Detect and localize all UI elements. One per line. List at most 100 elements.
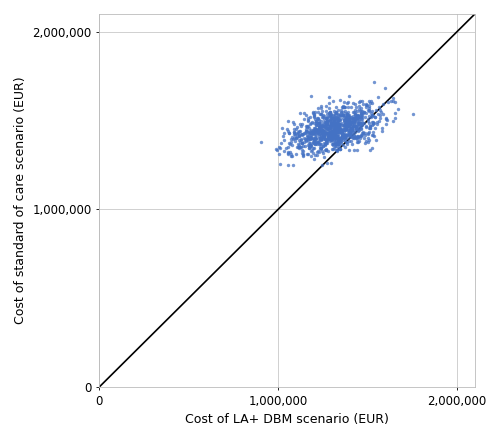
Point xyxy=(326,138,334,145)
Point xyxy=(294,143,302,150)
Point xyxy=(352,114,360,121)
Point xyxy=(352,125,360,132)
Point xyxy=(310,130,318,137)
Point xyxy=(342,131,350,138)
Point xyxy=(298,120,306,127)
Point xyxy=(338,142,346,149)
Point xyxy=(299,131,307,138)
Point xyxy=(292,135,300,142)
Point xyxy=(324,125,332,132)
Point xyxy=(310,139,318,146)
Point xyxy=(328,133,336,140)
Point xyxy=(322,108,330,115)
Point xyxy=(323,118,331,125)
Point xyxy=(310,152,318,159)
Point xyxy=(358,119,366,126)
Point xyxy=(286,141,294,148)
Point xyxy=(317,132,325,139)
Point xyxy=(308,128,316,136)
Point xyxy=(310,135,318,142)
Point xyxy=(338,127,345,134)
Point xyxy=(365,108,373,115)
Point xyxy=(342,120,350,127)
Point xyxy=(352,126,360,133)
Point xyxy=(305,129,313,136)
Point xyxy=(359,128,367,135)
Point xyxy=(354,111,362,118)
Point xyxy=(348,133,356,140)
Point xyxy=(368,98,376,105)
Point xyxy=(344,139,351,146)
Point xyxy=(279,132,287,139)
Point xyxy=(334,135,342,142)
Point xyxy=(296,137,304,144)
Point xyxy=(349,123,357,130)
Point xyxy=(310,144,318,151)
Point xyxy=(368,111,376,118)
Point xyxy=(327,128,335,136)
Point xyxy=(276,140,284,147)
Point xyxy=(321,120,329,127)
Point xyxy=(320,140,328,147)
Point xyxy=(290,130,298,137)
Point xyxy=(314,138,322,145)
Point xyxy=(340,99,348,106)
Point xyxy=(332,140,340,147)
Point xyxy=(342,120,349,127)
Point xyxy=(325,135,333,142)
Point xyxy=(350,119,358,126)
Point xyxy=(336,125,344,132)
Point xyxy=(319,132,327,139)
Point xyxy=(348,126,356,133)
Point xyxy=(356,124,364,131)
Point xyxy=(318,125,326,132)
Point xyxy=(310,124,318,131)
Point xyxy=(344,111,351,118)
Point xyxy=(349,115,357,122)
Point xyxy=(314,130,322,137)
Point xyxy=(326,136,334,143)
Point xyxy=(332,109,340,116)
Point xyxy=(284,117,292,125)
Point xyxy=(346,128,354,135)
Point xyxy=(312,118,320,125)
Point xyxy=(318,136,326,143)
Point xyxy=(348,103,356,110)
Point xyxy=(314,120,322,127)
Point xyxy=(338,132,345,139)
Point xyxy=(316,144,324,151)
Point xyxy=(339,114,347,121)
Point xyxy=(331,123,339,130)
Point xyxy=(294,141,302,148)
Point xyxy=(334,110,342,117)
Point xyxy=(355,138,363,145)
Point xyxy=(348,138,356,145)
Point xyxy=(326,115,334,122)
Point xyxy=(330,131,338,138)
Point xyxy=(382,115,390,122)
Point xyxy=(330,108,338,115)
Point xyxy=(358,116,366,123)
Point xyxy=(276,145,284,152)
Point xyxy=(338,128,345,135)
Point xyxy=(298,139,306,146)
Point xyxy=(334,133,342,140)
Point xyxy=(361,129,369,136)
Point xyxy=(326,108,334,115)
Point xyxy=(382,120,390,127)
Point xyxy=(352,122,360,129)
Point xyxy=(366,125,374,132)
Point xyxy=(284,130,292,137)
Point xyxy=(353,119,361,126)
Point xyxy=(354,127,362,134)
Point xyxy=(320,139,328,146)
Point xyxy=(344,93,352,100)
Point xyxy=(334,107,342,114)
Point xyxy=(368,119,376,126)
Point xyxy=(314,116,322,123)
Point xyxy=(335,122,343,129)
Point xyxy=(330,137,338,144)
Point xyxy=(346,132,354,139)
Point xyxy=(326,110,334,117)
Point xyxy=(278,125,286,132)
